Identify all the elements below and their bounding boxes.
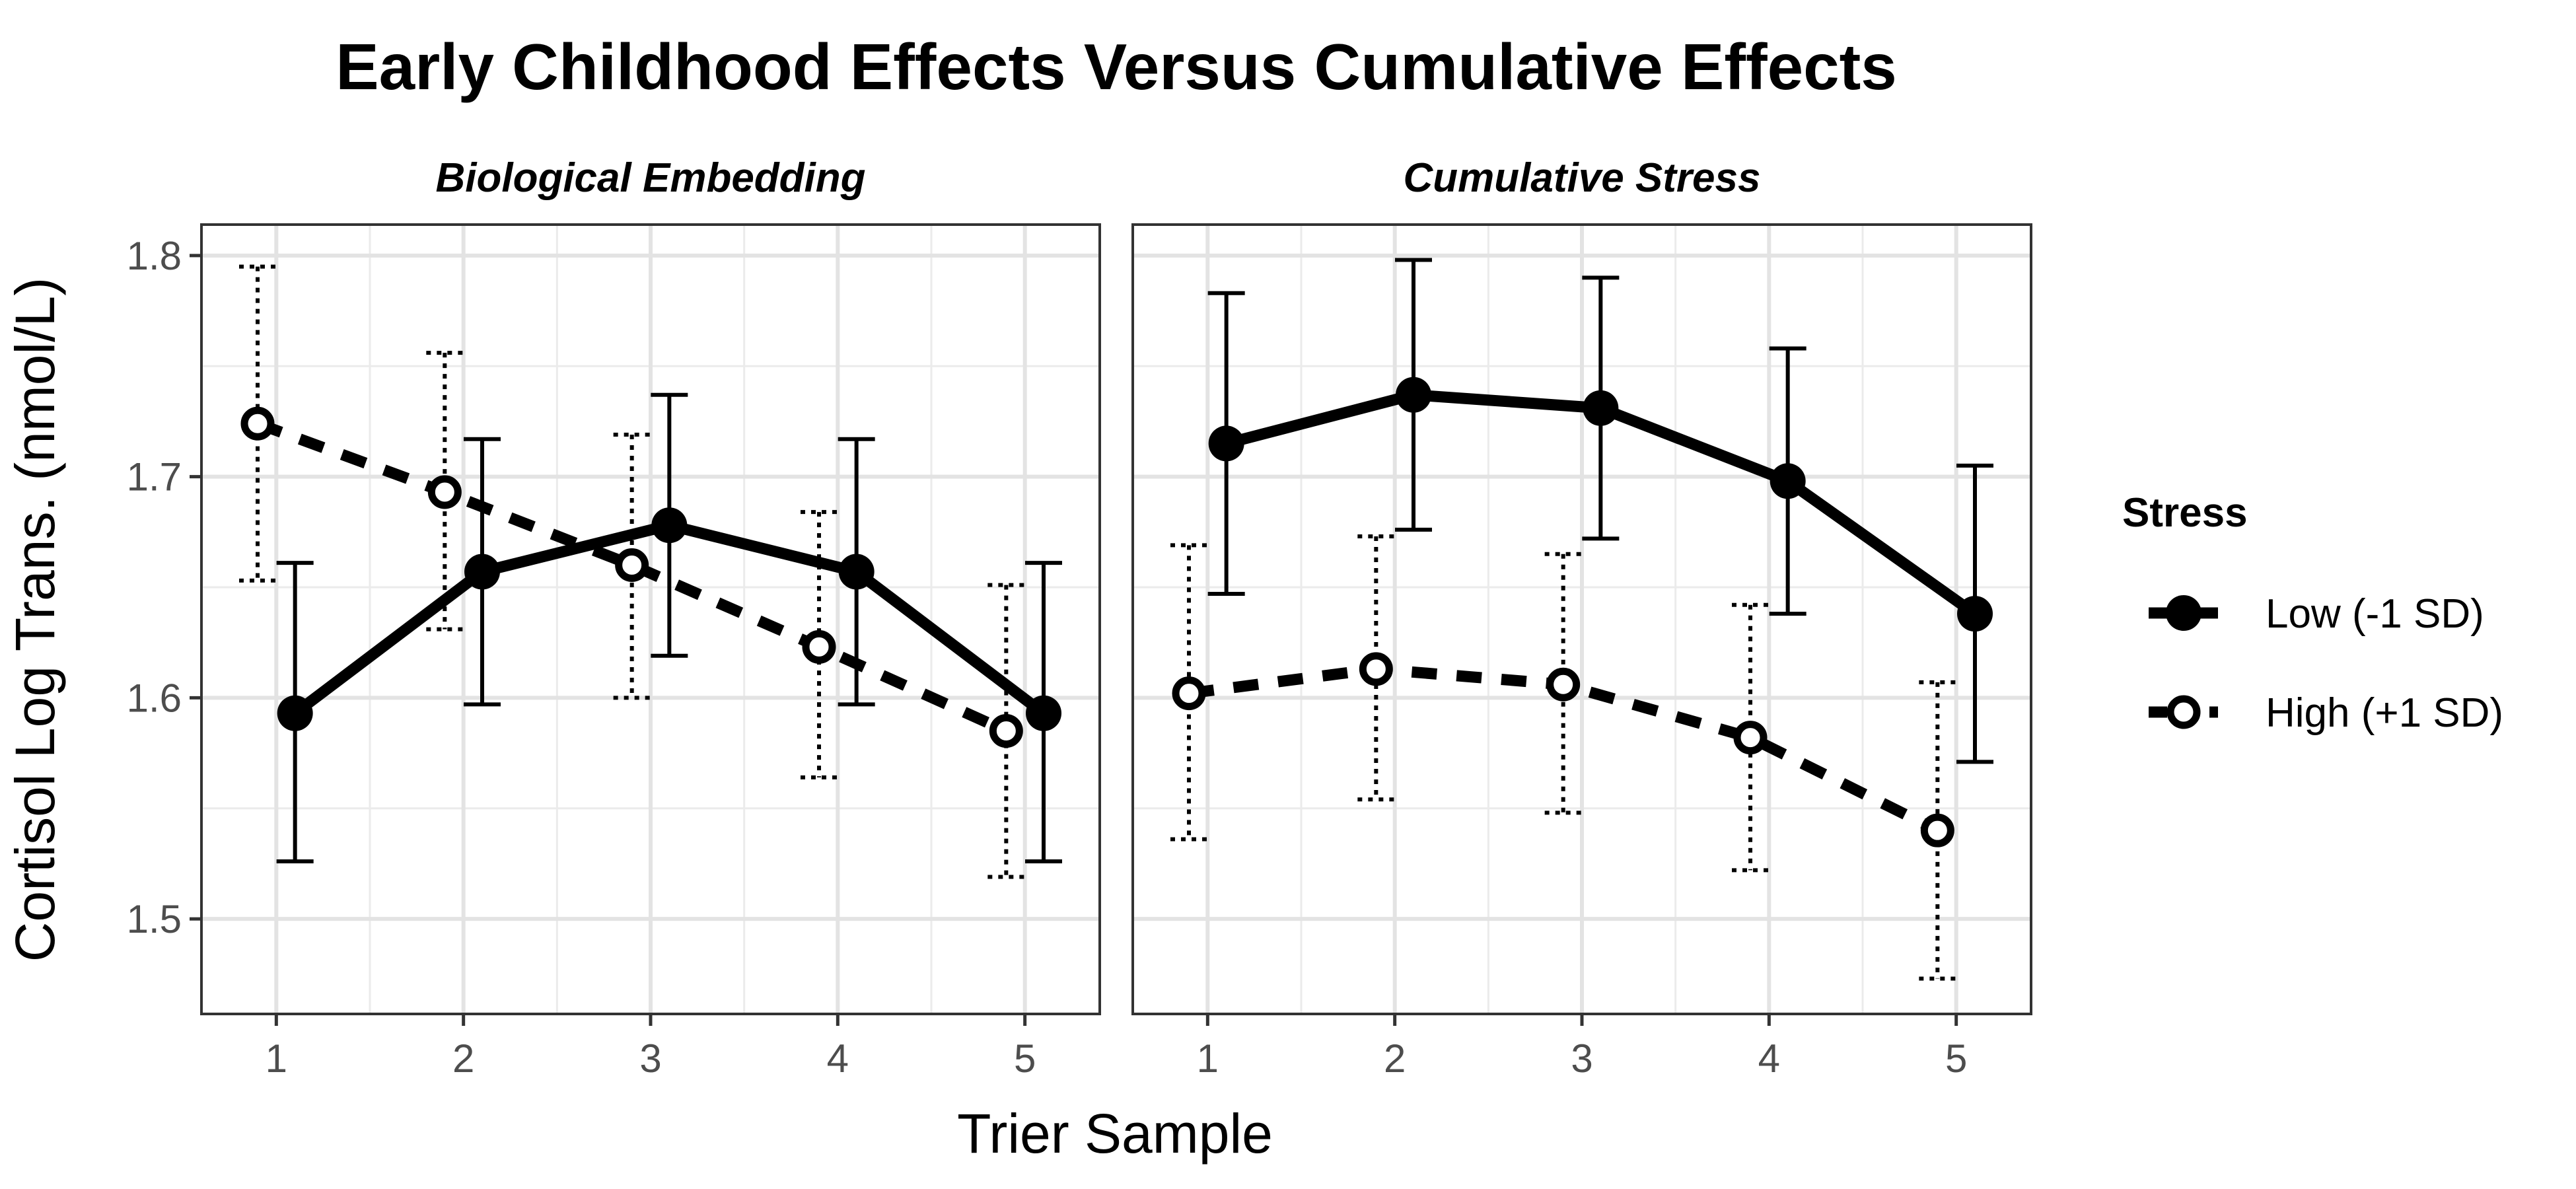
data-point <box>651 507 688 544</box>
series-low <box>1207 258 1993 764</box>
legend-key-high <box>2149 695 2218 729</box>
x-tick-label: 2 <box>1384 1036 1406 1081</box>
x-axis-title: Trier Sample <box>957 1102 1273 1165</box>
data-point <box>1733 721 1768 755</box>
panel-title: Biological Embedding <box>435 155 865 201</box>
chart-title: Early Childhood Effects Versus Cumulativ… <box>336 30 1897 103</box>
data-point <box>1359 652 1393 686</box>
data-point <box>1583 390 1619 426</box>
data-point <box>1172 676 1206 711</box>
series-high <box>1170 534 1956 981</box>
data-point <box>240 406 275 441</box>
data-point <box>1920 813 1954 847</box>
x-tick-label: 3 <box>639 1036 661 1081</box>
data-point <box>1546 667 1581 702</box>
legend-label: Low (-1 SD) <box>2266 591 2484 637</box>
x-tick-label: 5 <box>1014 1036 1036 1081</box>
data-point <box>1208 425 1244 462</box>
x-tick-label: 5 <box>1945 1036 1967 1081</box>
data-point <box>427 475 462 509</box>
legend-marker <box>2166 595 2201 631</box>
x-tick-label: 1 <box>1197 1036 1219 1081</box>
legend-key-low <box>2149 595 2218 631</box>
panel-1: Biological Embedding 1 2 3 4 5 1.5 1.6 1.7 1.8 <box>127 155 1101 1081</box>
y-tick-label: 1.7 <box>127 455 182 499</box>
x-tick-label: 2 <box>452 1036 474 1081</box>
x-tick-label: 4 <box>827 1036 849 1081</box>
data-point <box>464 554 500 590</box>
legend-title: Stress <box>2122 490 2248 536</box>
legend: Stress Low (-1 SD) High (+1 SD) <box>2122 490 2503 736</box>
data-point <box>1957 596 1993 632</box>
series-high <box>239 264 1025 879</box>
panel-title: Cumulative Stress <box>1404 155 1761 201</box>
data-point <box>802 630 836 664</box>
data-point <box>277 695 313 731</box>
data-point <box>615 548 649 582</box>
legend-marker <box>2166 695 2201 729</box>
y-axis-title: Cortisol Log Trans. (nmol/L) <box>4 277 66 962</box>
x-tick-label: 4 <box>1758 1036 1780 1081</box>
y-tick-label: 1.5 <box>127 897 182 941</box>
x-tick-label: 1 <box>266 1036 287 1081</box>
data-point <box>1396 377 1431 413</box>
data-point <box>1026 695 1061 731</box>
panel-2: Cumulative Stress 1 2 3 4 5 <box>1131 155 2032 1081</box>
panels-layer: Biological Embedding 1 2 3 4 5 1.5 1.6 1.7 1.8 Cum… <box>127 155 2032 1081</box>
legend-label: High (+1 SD) <box>2266 690 2503 736</box>
data-point <box>989 714 1023 748</box>
data-point <box>838 554 875 590</box>
y-tick-label: 1.6 <box>127 676 182 720</box>
x-tick-label: 3 <box>1571 1036 1592 1081</box>
data-point <box>1770 463 1806 499</box>
y-tick-label: 1.8 <box>127 234 182 278</box>
